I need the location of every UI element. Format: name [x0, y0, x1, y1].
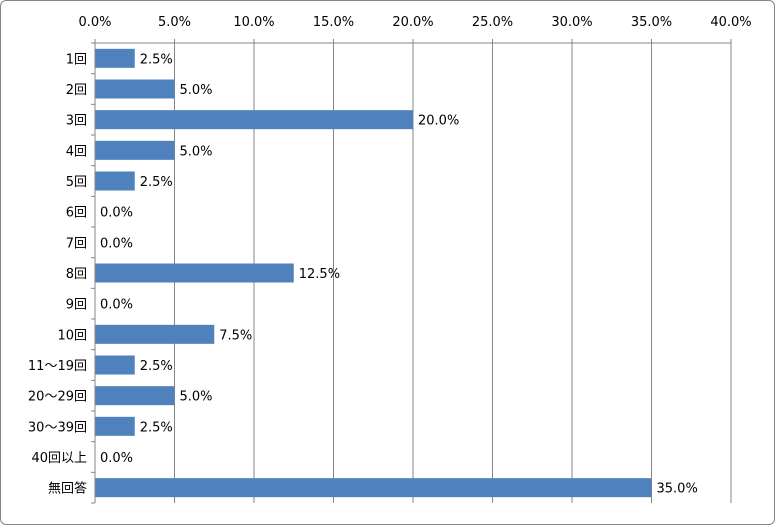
- y-tick-label: 3回: [66, 114, 87, 129]
- x-tick-label: 10.0%: [233, 15, 274, 30]
- data-label: 5.0%: [180, 390, 213, 405]
- bar: [95, 324, 215, 344]
- data-label: 2.5%: [140, 52, 173, 67]
- y-tick-label: 10回: [57, 328, 87, 343]
- y-tick-label: 6回: [66, 206, 87, 221]
- x-tick-label: 0.0%: [78, 15, 111, 30]
- y-tick-label: 8回: [66, 267, 87, 282]
- data-label: 0.0%: [100, 206, 133, 221]
- x-tick-label: 25.0%: [472, 15, 513, 30]
- bar: [95, 140, 175, 160]
- x-tick-label: 15.0%: [313, 15, 354, 30]
- data-label: 0.0%: [100, 236, 133, 251]
- data-label: 20.0%: [418, 114, 459, 129]
- data-label: 5.0%: [180, 144, 213, 159]
- data-label: 12.5%: [299, 267, 340, 282]
- y-tick-label: 30～39回: [28, 420, 87, 435]
- data-label: 2.5%: [140, 175, 173, 190]
- axes: [91, 39, 732, 504]
- x-tick-label: 35.0%: [631, 15, 672, 30]
- bar: [95, 386, 175, 406]
- bar: [95, 263, 294, 283]
- data-label: 2.5%: [140, 420, 173, 435]
- bars: [95, 48, 652, 498]
- bar: [95, 48, 135, 68]
- x-tick-label: 40.0%: [710, 15, 751, 30]
- y-tick-label: 40回以上: [31, 451, 87, 466]
- bar: [95, 79, 175, 99]
- x-tick-label: 30.0%: [551, 15, 592, 30]
- y-tick-label: 4回: [66, 144, 87, 159]
- bar: [95, 110, 413, 130]
- data-label: 5.0%: [180, 83, 213, 98]
- labels: 0.0% 5.0% 10.0% 15.0% 20.0% 25.0% 30.0% 35.0% 40…: [28, 15, 752, 497]
- y-tick-label: 9回: [66, 298, 87, 313]
- data-label: 7.5%: [219, 328, 252, 343]
- y-tick-label: 2回: [66, 83, 87, 98]
- y-tick-label: 無回答: [48, 481, 87, 497]
- bar: [95, 355, 135, 375]
- y-tick-label: 7回: [66, 236, 87, 251]
- bar: [95, 478, 652, 498]
- y-tick-label: 5回: [66, 175, 87, 190]
- bar: [95, 171, 135, 191]
- data-label: 2.5%: [140, 359, 173, 374]
- x-tick-label: 20.0%: [392, 15, 433, 30]
- y-tick-label: 1回: [66, 52, 87, 67]
- data-label: 0.0%: [100, 451, 133, 466]
- data-label: 0.0%: [100, 298, 133, 313]
- y-tick-label: 11～19回: [28, 359, 87, 374]
- y-tick-label: 20～29回: [28, 390, 87, 405]
- bar: [95, 416, 135, 436]
- data-label: 35.0%: [657, 482, 698, 497]
- x-tick-label: 5.0%: [158, 15, 191, 30]
